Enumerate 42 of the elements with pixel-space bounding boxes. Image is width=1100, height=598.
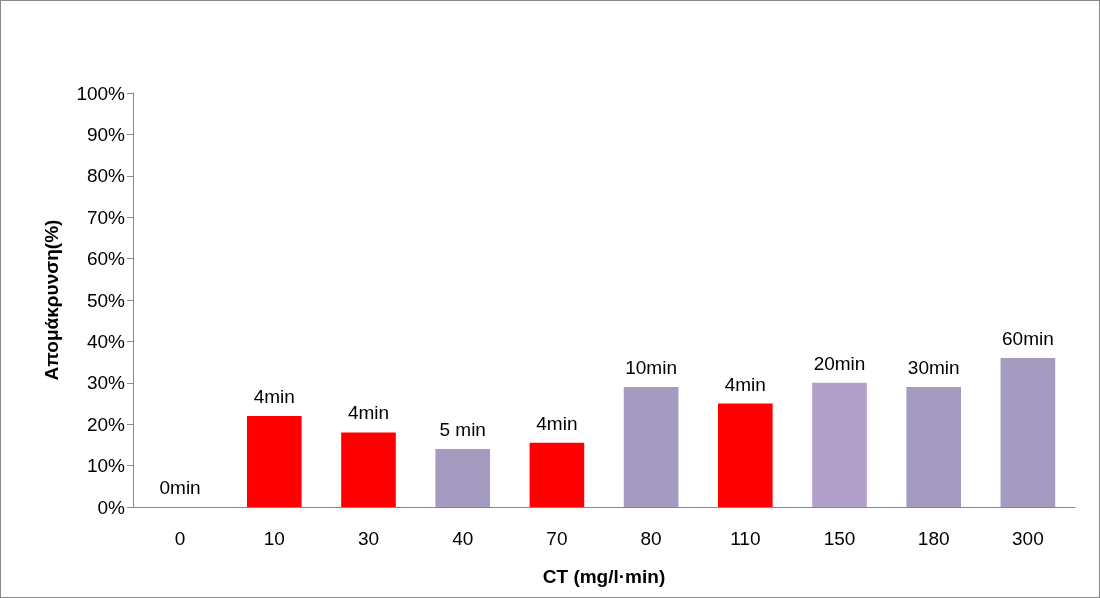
bar: [435, 449, 491, 507]
y-tick-label: 0%: [97, 496, 126, 518]
x-axis-title: CT (mg/l·min): [542, 566, 666, 587]
y-tick-label: 90%: [86, 123, 126, 145]
bar: [623, 386, 679, 507]
y-tick-label: 40%: [86, 330, 126, 352]
y-axis-title: Απομάκρυνση(%): [41, 219, 62, 381]
x-tick-label: 150: [823, 528, 856, 549]
bar: [906, 386, 962, 507]
x-tick-label: 300: [1012, 528, 1044, 549]
annotation: 4min: [253, 385, 295, 407]
annotation: 10min: [625, 356, 677, 378]
annotation: 20min: [813, 352, 866, 374]
bar: [529, 442, 585, 507]
x-tick-label: 110: [730, 528, 761, 549]
y-tick-label: 10%: [86, 455, 126, 477]
annotation: 4min: [536, 412, 578, 434]
x-tick-label: 70: [546, 528, 568, 549]
annotation: 4min: [347, 402, 390, 424]
x-tick-label: 80: [640, 528, 662, 549]
annotation: 4min: [724, 373, 766, 395]
annotation: 5 min: [439, 419, 486, 441]
bar: [246, 415, 302, 507]
bar: [341, 432, 396, 507]
y-tick-label: 60%: [86, 248, 126, 270]
y-tick-label: 80%: [86, 165, 126, 187]
y-tick-label: 50%: [86, 289, 126, 311]
bar: [812, 382, 867, 507]
x-tick-label: 0: [174, 528, 186, 549]
annotation: 30min: [907, 356, 960, 378]
annotation: 60min: [1002, 327, 1054, 349]
bar: [1000, 357, 1056, 507]
y-tick-label: 100%: [76, 82, 126, 104]
x-tick-label: 40: [452, 528, 474, 549]
bar: [717, 403, 773, 507]
x-tick-label: 30: [357, 528, 380, 549]
annotation: 0min: [159, 477, 201, 498]
x-tick-label: 180: [917, 528, 950, 549]
y-tick-label: 30%: [86, 372, 126, 394]
x-tick-label: 10: [263, 528, 285, 549]
y-tick-label: 20%: [86, 413, 126, 435]
y-tick-label: 70%: [86, 206, 126, 228]
